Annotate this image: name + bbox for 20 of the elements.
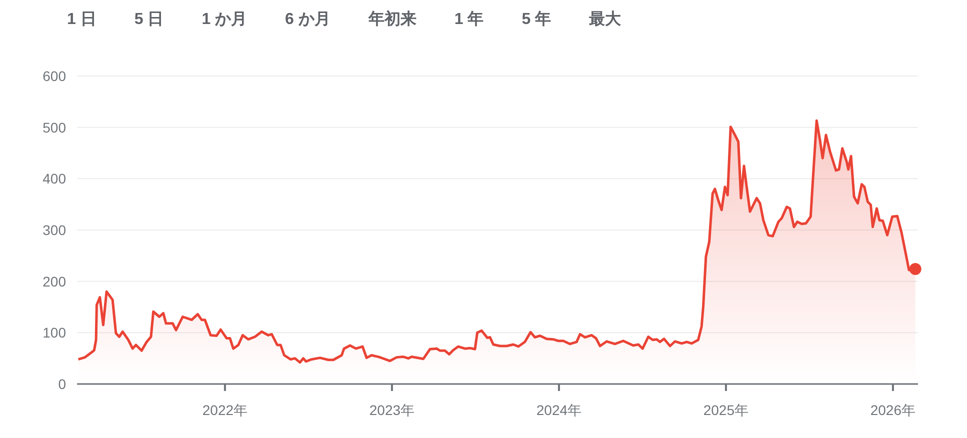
text: 最大 — [588, 10, 622, 30]
x-tick-label: 2023年 — [369, 402, 415, 418]
y-tick-label: 600 — [42, 68, 66, 84]
y-tick-label: 500 — [42, 119, 66, 136]
text: 1 年 — [453, 10, 485, 30]
text: 1 日 — [66, 10, 98, 30]
y-tick-label: 100 — [42, 324, 66, 341]
text: 1 か月 — [200, 10, 248, 30]
x-tick-label: 2025年 — [703, 402, 749, 418]
x-tick-label: 2026年 — [870, 402, 916, 418]
text: 5 年 — [520, 10, 552, 30]
y-tick-label: 300 — [42, 222, 66, 238]
text: 6 か月 — [284, 10, 332, 30]
y-tick-label: 200 — [42, 273, 66, 290]
y-tick-label: 400 — [42, 170, 66, 187]
x-tick-label: 2022年 — [202, 402, 248, 418]
x-tick-label: 2024年 — [536, 402, 582, 418]
y-tick-label: 0 — [58, 376, 66, 392]
text: 年初来 — [367, 9, 418, 30]
text: 5 日 — [133, 10, 165, 30]
